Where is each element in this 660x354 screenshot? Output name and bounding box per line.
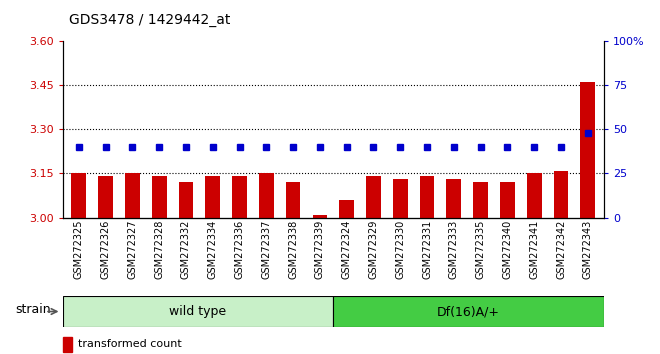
Bar xyxy=(98,176,113,218)
Text: GSM272335: GSM272335 xyxy=(476,219,486,279)
Bar xyxy=(232,176,247,218)
Text: GSM272331: GSM272331 xyxy=(422,219,432,279)
Text: GSM272327: GSM272327 xyxy=(127,219,137,279)
Bar xyxy=(473,182,488,218)
Bar xyxy=(259,173,274,218)
Bar xyxy=(125,173,140,218)
Bar xyxy=(313,215,327,218)
Text: wild type: wild type xyxy=(170,305,226,318)
Bar xyxy=(63,296,333,327)
Text: GSM272341: GSM272341 xyxy=(529,219,539,279)
Bar xyxy=(500,182,515,218)
Bar xyxy=(71,173,86,218)
Bar xyxy=(580,82,595,218)
Text: GSM272342: GSM272342 xyxy=(556,219,566,279)
Bar xyxy=(527,173,542,218)
Text: GSM272330: GSM272330 xyxy=(395,219,405,279)
Text: GSM272332: GSM272332 xyxy=(181,219,191,279)
Bar xyxy=(339,200,354,218)
Text: GSM272343: GSM272343 xyxy=(583,219,593,279)
Bar xyxy=(286,182,300,218)
Text: GSM272340: GSM272340 xyxy=(502,219,512,279)
Text: GSM272334: GSM272334 xyxy=(208,219,218,279)
Text: GSM272337: GSM272337 xyxy=(261,219,271,279)
Text: GSM272326: GSM272326 xyxy=(100,219,111,279)
Bar xyxy=(447,179,461,218)
Bar xyxy=(179,182,193,218)
Text: Df(16)A/+: Df(16)A/+ xyxy=(437,305,500,318)
Text: GDS3478 / 1429442_at: GDS3478 / 1429442_at xyxy=(69,12,231,27)
Text: GSM272336: GSM272336 xyxy=(234,219,244,279)
Text: GSM272339: GSM272339 xyxy=(315,219,325,279)
Bar xyxy=(420,176,434,218)
Bar xyxy=(152,176,166,218)
Bar xyxy=(333,296,604,327)
Text: GSM272325: GSM272325 xyxy=(74,219,84,279)
Bar xyxy=(393,179,408,218)
Bar xyxy=(366,176,381,218)
Text: GSM272324: GSM272324 xyxy=(342,219,352,279)
Text: GSM272338: GSM272338 xyxy=(288,219,298,279)
Text: strain: strain xyxy=(16,303,51,316)
Text: GSM272333: GSM272333 xyxy=(449,219,459,279)
Bar xyxy=(554,171,568,218)
Text: transformed count: transformed count xyxy=(78,339,182,349)
Text: GSM272328: GSM272328 xyxy=(154,219,164,279)
Bar xyxy=(63,337,73,352)
Text: GSM272329: GSM272329 xyxy=(368,219,378,279)
Bar xyxy=(205,176,220,218)
